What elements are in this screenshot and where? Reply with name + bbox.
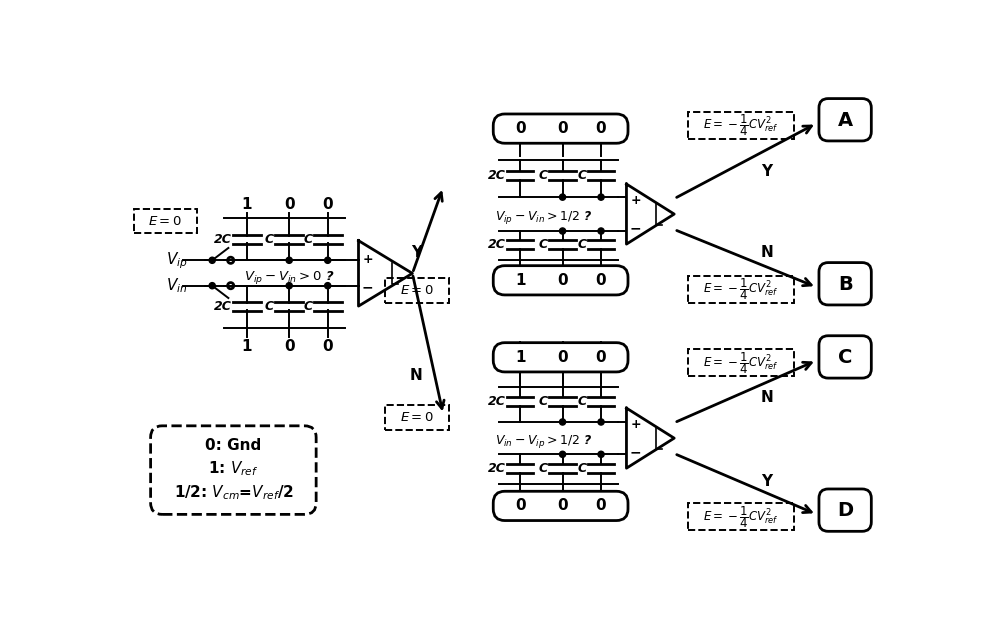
Text: 1: 1 (242, 339, 252, 354)
Circle shape (598, 419, 604, 425)
Text: C: C (303, 300, 312, 313)
Circle shape (209, 282, 215, 289)
Text: C: C (577, 238, 586, 252)
Text: C: C (539, 238, 548, 252)
Text: −: − (362, 281, 374, 294)
Text: $E=0$: $E=0$ (400, 284, 434, 297)
Circle shape (598, 228, 604, 234)
Text: C: C (577, 462, 586, 475)
Text: Y: Y (411, 245, 422, 260)
Text: C: C (539, 394, 548, 408)
Circle shape (209, 257, 215, 264)
Bar (385, 405, 449, 430)
Circle shape (559, 194, 566, 200)
Text: 0: 0 (596, 121, 606, 136)
FancyBboxPatch shape (819, 262, 871, 305)
Text: 0: 0 (515, 498, 526, 513)
Text: 0: 0 (515, 121, 526, 136)
Text: C: C (577, 169, 586, 182)
Text: −: − (630, 445, 642, 459)
Text: $E=-\dfrac{1}{4}CV_{\mathit{ref}}^2$: $E=-\dfrac{1}{4}CV_{\mathit{ref}}^2$ (703, 350, 779, 376)
Text: B: B (838, 275, 853, 294)
Text: $V_{\mathit{ip}}$: $V_{\mathit{ip}}$ (166, 250, 188, 270)
Text: C: C (265, 300, 274, 313)
Text: C: C (838, 348, 852, 367)
FancyBboxPatch shape (151, 426, 316, 515)
Text: +: + (362, 253, 373, 266)
Bar (688, 112, 794, 138)
Text: 1/2: $V_{\mathit{cm}}$=$V_{\mathit{ref}}$/2: 1/2: $V_{\mathit{cm}}$=$V_{\mathit{ref}}… (174, 484, 293, 503)
FancyBboxPatch shape (819, 99, 871, 141)
FancyBboxPatch shape (493, 114, 628, 143)
Text: 2C: 2C (488, 238, 506, 252)
Text: 0: 0 (557, 350, 568, 365)
Text: 0: 0 (557, 121, 568, 136)
Text: +: + (630, 418, 641, 431)
Text: $E=0$: $E=0$ (148, 214, 182, 228)
Text: 0: 0 (557, 273, 568, 288)
Text: C: C (265, 233, 274, 246)
Bar (688, 349, 794, 376)
Bar (688, 276, 794, 303)
Circle shape (286, 257, 292, 264)
Bar (385, 278, 449, 303)
Text: D: D (837, 501, 853, 520)
Text: 0: 0 (596, 273, 606, 288)
Text: $V_{\mathit{ip}}-V_{\mathit{in}}>1/2$ ?: $V_{\mathit{ip}}-V_{\mathit{in}}>1/2$ ? (495, 209, 592, 226)
Text: 1: 1 (242, 198, 252, 213)
Text: $V_{\mathit{in}}$: $V_{\mathit{in}}$ (166, 276, 187, 295)
Text: A: A (838, 111, 853, 130)
Text: Y: Y (761, 474, 772, 489)
Circle shape (559, 419, 566, 425)
Circle shape (286, 282, 292, 289)
FancyBboxPatch shape (493, 265, 628, 295)
Circle shape (598, 451, 604, 457)
Circle shape (559, 451, 566, 457)
Bar (134, 209, 197, 233)
Text: 0: 0 (557, 498, 568, 513)
FancyBboxPatch shape (493, 343, 628, 372)
Text: 2C: 2C (488, 169, 506, 182)
Text: 0: 0 (596, 350, 606, 365)
Text: N: N (760, 245, 773, 260)
Text: 0: 0 (322, 339, 333, 354)
Text: 0: Gnd: 0: Gnd (205, 438, 262, 453)
Text: +: + (630, 194, 641, 207)
Text: C: C (539, 169, 548, 182)
Text: C: C (303, 233, 312, 246)
Text: $E=-\dfrac{1}{4}CV_{\mathit{ref}}^2$: $E=-\dfrac{1}{4}CV_{\mathit{ref}}^2$ (703, 504, 779, 530)
Circle shape (598, 194, 604, 200)
FancyBboxPatch shape (493, 491, 628, 521)
Circle shape (325, 282, 331, 289)
Text: 2C: 2C (488, 462, 506, 475)
Text: C: C (577, 394, 586, 408)
Text: $E=-\dfrac{1}{4}CV_{\mathit{ref}}^2$: $E=-\dfrac{1}{4}CV_{\mathit{ref}}^2$ (703, 113, 779, 138)
Text: 0: 0 (284, 339, 295, 354)
Text: −: − (630, 221, 642, 235)
Text: 1: $V_{\mathit{ref}}$: 1: $V_{\mathit{ref}}$ (208, 459, 259, 477)
Text: 1: 1 (515, 273, 525, 288)
Text: 2C: 2C (214, 233, 231, 246)
Text: Y: Y (761, 164, 772, 179)
Text: N: N (410, 369, 423, 383)
Text: 1: 1 (515, 350, 525, 365)
Circle shape (325, 257, 331, 264)
Text: 0: 0 (596, 498, 606, 513)
Text: 0: 0 (284, 198, 295, 213)
Text: N: N (760, 390, 773, 405)
Text: 0: 0 (322, 198, 333, 213)
Text: C: C (539, 462, 548, 475)
Text: $V_{\mathit{in}}-V_{\mathit{ip}}>1/2$ ?: $V_{\mathit{in}}-V_{\mathit{ip}}>1/2$ ? (495, 433, 592, 450)
Circle shape (559, 228, 566, 234)
Text: $E=0$: $E=0$ (400, 411, 434, 424)
FancyBboxPatch shape (819, 489, 871, 532)
Bar (688, 503, 794, 530)
Text: $V_{\mathit{ip}}-V_{\mathit{in}}>0$ ?: $V_{\mathit{ip}}-V_{\mathit{in}}>0$ ? (244, 269, 335, 286)
Text: 2C: 2C (488, 394, 506, 408)
FancyBboxPatch shape (819, 336, 871, 378)
Text: $E=-\dfrac{1}{4}CV_{\mathit{ref}}^2$: $E=-\dfrac{1}{4}CV_{\mathit{ref}}^2$ (703, 277, 779, 303)
Text: 2C: 2C (214, 300, 231, 313)
